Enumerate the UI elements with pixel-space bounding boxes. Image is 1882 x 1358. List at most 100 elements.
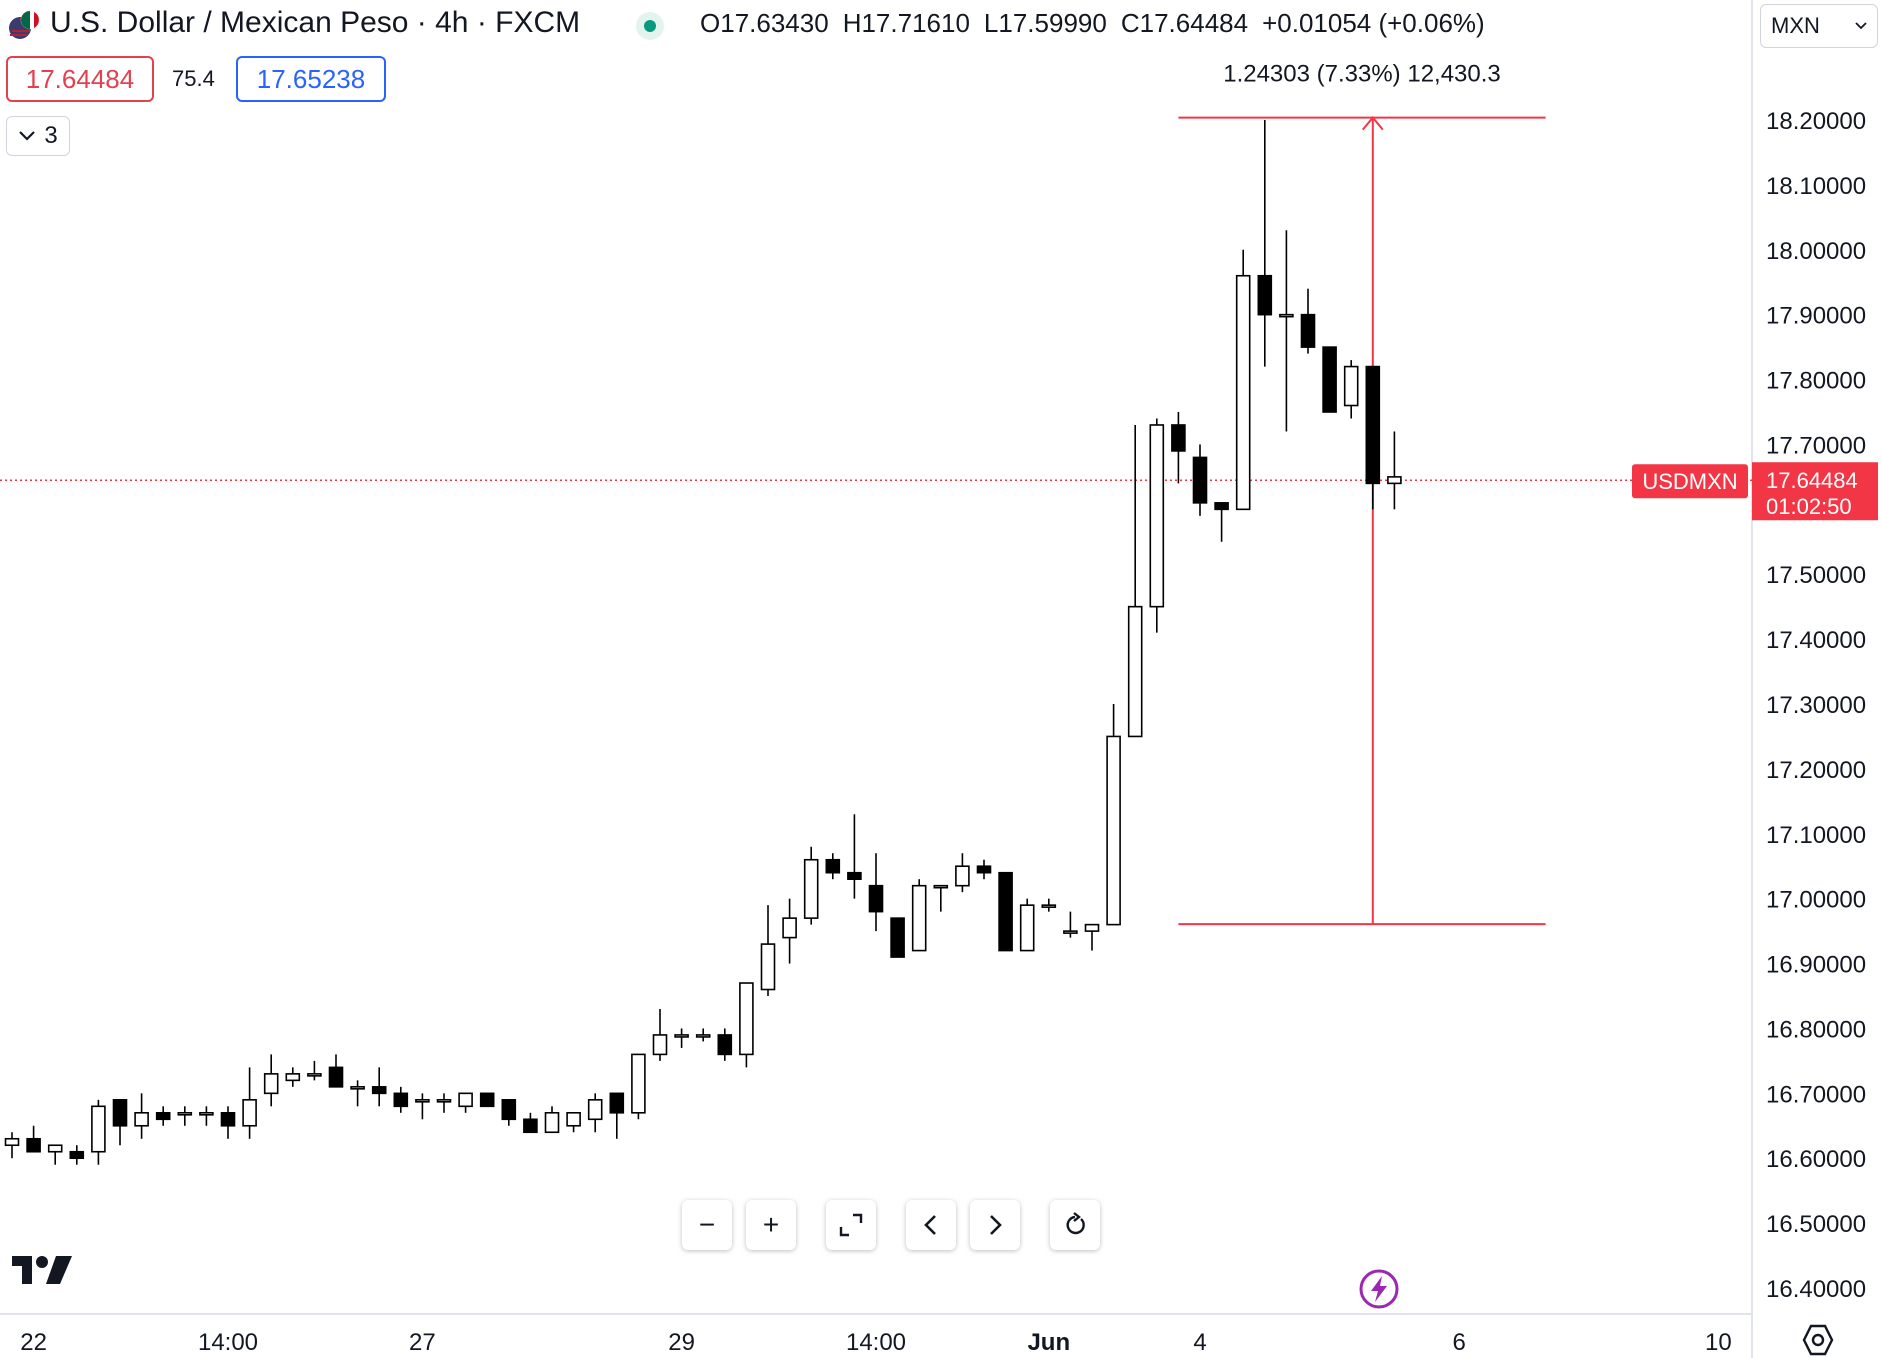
time-tick-label: 14:00 <box>846 1329 906 1356</box>
candle-body <box>91 1105 106 1153</box>
candle <box>1343 360 1359 419</box>
candle <box>112 1099 128 1146</box>
time-tick-label: 6 <box>1453 1329 1466 1356</box>
bar-countdown: 01:02:50 <box>1766 494 1852 519</box>
lightning-icon[interactable] <box>1358 1268 1400 1310</box>
candle <box>1041 898 1057 912</box>
time-tick-label: 4 <box>1193 1329 1206 1356</box>
candle-body <box>350 1086 365 1090</box>
candle <box>631 1053 646 1120</box>
candle-body <box>652 1034 668 1056</box>
candle <box>717 1028 733 1061</box>
candle-body <box>847 871 862 881</box>
candle <box>1387 431 1402 510</box>
candle <box>199 1106 214 1126</box>
fullscreen-button[interactable] <box>826 1200 876 1250</box>
candle-body <box>695 1034 711 1038</box>
candle <box>1063 911 1078 938</box>
candle <box>263 1054 279 1107</box>
price-tick-label: 16.60000 <box>1766 1146 1866 1173</box>
candle <box>523 1112 538 1134</box>
candle-body <box>544 1112 560 1134</box>
tradingview-logo[interactable] <box>10 1252 74 1288</box>
buy-button[interactable]: 17.65238 <box>236 56 386 102</box>
candle-body <box>868 884 884 913</box>
candle-body <box>1192 456 1208 504</box>
candle-body <box>955 865 970 887</box>
candle-body <box>1300 313 1316 348</box>
candle <box>479 1092 495 1108</box>
candle-body <box>69 1150 85 1160</box>
candle <box>350 1080 365 1107</box>
price-tick-label: 18.10000 <box>1766 173 1866 200</box>
indicators-toggle-button[interactable]: 3 <box>6 116 70 156</box>
scroll-right-button[interactable] <box>970 1200 1020 1250</box>
candle-body <box>1149 424 1165 608</box>
candle-body <box>307 1073 322 1077</box>
candle-body <box>199 1112 214 1116</box>
candle-body <box>1387 476 1402 485</box>
candle <box>566 1112 581 1133</box>
price-tick-label: 17.30000 <box>1766 692 1866 719</box>
zoom-out-button[interactable]: − <box>682 1200 732 1250</box>
candle <box>220 1106 236 1139</box>
candle-body <box>523 1118 538 1134</box>
candle <box>47 1144 63 1165</box>
time-tick-label: Jun <box>1027 1329 1070 1356</box>
candle-body <box>782 917 797 939</box>
candle <box>1257 120 1273 367</box>
candle-body <box>587 1099 603 1121</box>
candle <box>1171 412 1186 484</box>
sell-button[interactable]: 17.64484 <box>6 56 154 102</box>
zoom-in-button[interactable]: + <box>746 1200 796 1250</box>
candle <box>91 1099 106 1165</box>
change-value: +0.01054 (+0.06%) <box>1262 8 1485 38</box>
candle <box>415 1093 430 1120</box>
scroll-left-button[interactable] <box>906 1200 956 1250</box>
candle-body <box>479 1092 495 1108</box>
reset-icon <box>1066 1212 1085 1235</box>
low-key: L <box>983 8 999 38</box>
candle-body <box>328 1066 344 1088</box>
candle <box>911 879 927 952</box>
candle-body <box>393 1092 409 1108</box>
price-tick-label: 16.80000 <box>1766 1016 1866 1043</box>
chart-settings-icon[interactable] <box>1800 1322 1836 1358</box>
price-tick-label: 17.50000 <box>1766 562 1866 589</box>
price-tick-label: 18.00000 <box>1766 238 1866 265</box>
candle <box>1279 230 1294 432</box>
chevron-right-icon <box>990 1215 1002 1235</box>
candle-body <box>1106 735 1121 926</box>
price-range-measure[interactable]: 1.24303 (7.33%) 12,430.3 <box>1178 61 1546 926</box>
candle-body <box>1084 923 1100 932</box>
candle-body <box>1279 313 1294 318</box>
candle <box>760 905 776 996</box>
price-tick-label: 17.80000 <box>1766 368 1866 395</box>
currency-select[interactable]: MXN <box>1760 4 1878 48</box>
candle <box>868 853 884 932</box>
candle <box>1106 704 1121 926</box>
candle <box>307 1060 322 1081</box>
symbol-title[interactable]: U.S. Dollar / Mexican Peso · 4h · FXCM <box>50 6 581 39</box>
candle-body <box>609 1092 625 1114</box>
candle-body <box>1322 346 1337 413</box>
time-tick-label: 22 <box>20 1329 47 1356</box>
candle-body <box>1019 904 1035 952</box>
candle-body <box>371 1086 387 1095</box>
candle <box>1127 424 1143 738</box>
reset-chart-button[interactable] <box>1050 1200 1100 1250</box>
candle-body <box>933 884 949 889</box>
candle <box>1192 444 1208 516</box>
candle <box>393 1086 409 1113</box>
price-tick-label: 18.20000 <box>1766 108 1866 135</box>
candle <box>242 1067 257 1139</box>
candle <box>739 982 754 1068</box>
symbol-label: USDMXN <box>1642 469 1737 494</box>
time-axis[interactable]: 22 14:00 27 29 14:00 Jun 4 6 10 <box>20 1329 1732 1356</box>
price-axis[interactable]: 18.20000 18.10000 18.00000 17.90000 17.80000… <box>1766 108 1866 1303</box>
candle <box>652 1008 668 1061</box>
candle-body <box>4 1137 20 1147</box>
candle <box>1235 249 1251 511</box>
